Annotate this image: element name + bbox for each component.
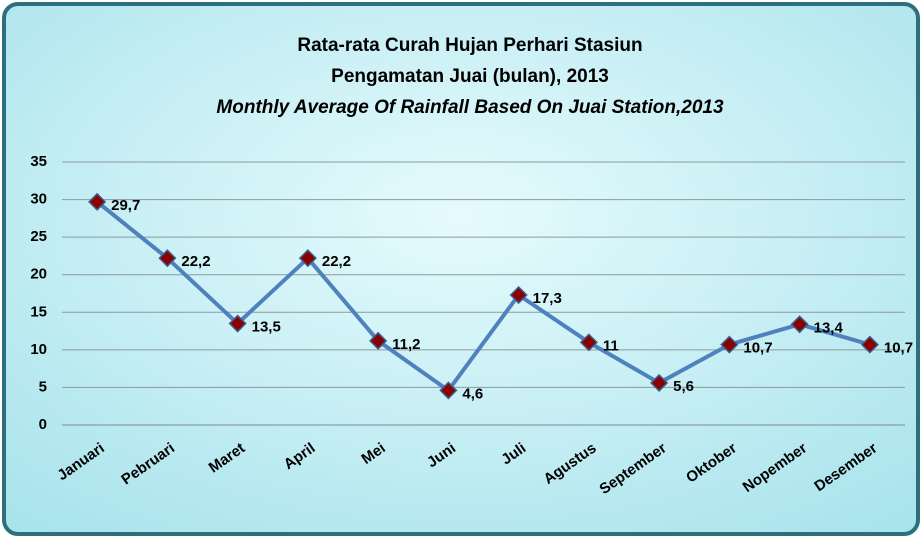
data-label: 4,6 xyxy=(462,385,483,402)
data-label: 13,4 xyxy=(814,319,844,336)
y-tick-label: 30 xyxy=(30,191,47,208)
data-line xyxy=(95,200,871,393)
data-label: 17,3 xyxy=(533,290,562,307)
data-label: 5,6 xyxy=(673,378,694,395)
data-label: 11 xyxy=(603,337,619,354)
data-point xyxy=(790,315,809,334)
data-point xyxy=(298,249,317,268)
data-point xyxy=(650,373,669,392)
data-point xyxy=(158,249,177,268)
data-label: 10,7 xyxy=(884,340,913,357)
data-label: 22,2 xyxy=(322,253,351,270)
data-label: 29,7 xyxy=(111,197,140,214)
chart-subtitle: Pengamatan Juai (bulan), 2013 xyxy=(331,66,609,87)
data-point xyxy=(509,285,528,305)
y-tick-label: 25 xyxy=(30,228,47,245)
y-tick-label: 0 xyxy=(39,416,47,433)
data-point xyxy=(579,333,598,352)
data-label: 22,2 xyxy=(181,253,210,270)
data-point xyxy=(88,192,107,211)
y-tick-label: 20 xyxy=(30,266,47,283)
chart-subtitle: Monthly Average Of Rainfall Based On Jua… xyxy=(216,97,724,118)
y-tick-label: 35 xyxy=(30,153,47,170)
data-label: 11,2 xyxy=(392,336,420,353)
data-point xyxy=(720,335,739,354)
data-point xyxy=(369,331,388,350)
data-point xyxy=(439,381,458,400)
y-tick-label: 15 xyxy=(30,303,47,320)
chart-title: Rata-rata Curah Hujan Perhari Stasiun xyxy=(297,35,642,56)
data-point xyxy=(860,335,879,354)
y-tick-label: 10 xyxy=(30,341,47,358)
data-point xyxy=(228,314,247,333)
data-label: 10,7 xyxy=(743,340,772,357)
y-tick-label: 5 xyxy=(39,378,47,395)
data-label: 13,5 xyxy=(252,319,281,336)
